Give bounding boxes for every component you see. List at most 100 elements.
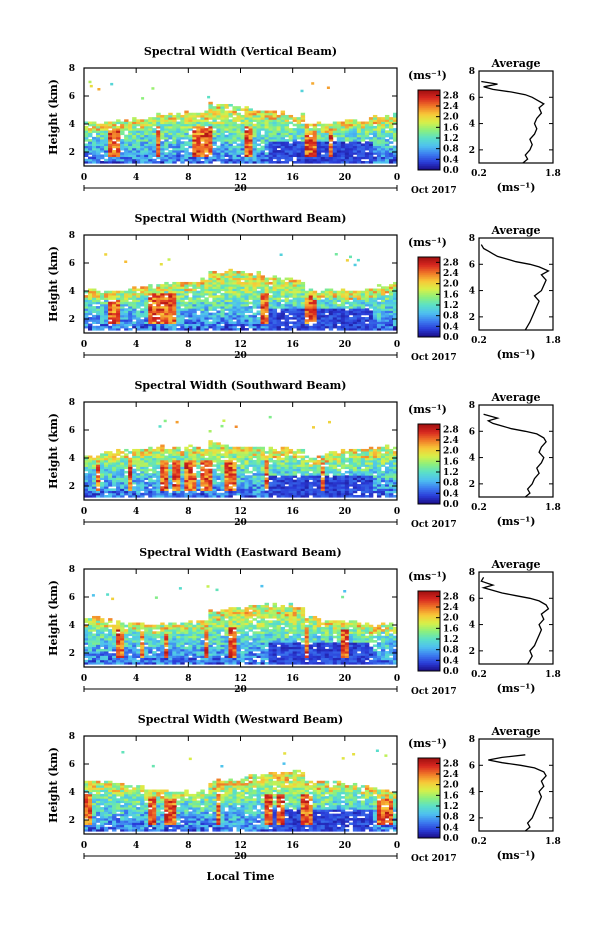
heatmap-cell <box>244 453 249 456</box>
heatmap-cell <box>152 453 157 456</box>
heatmap-cell <box>84 455 89 459</box>
heatmap-cell <box>104 299 109 303</box>
heatmap-cell <box>232 321 237 325</box>
heatmap-cell <box>196 125 201 129</box>
heatmap-cell <box>252 132 257 136</box>
heatmap-cell <box>232 147 237 151</box>
heatmap-cell <box>208 273 213 276</box>
heatmap-cell <box>224 145 229 149</box>
heatmap-cell <box>304 312 310 316</box>
heatmap-cell <box>256 462 261 465</box>
heatmap-cell <box>248 488 253 492</box>
heatmap-cell <box>292 310 298 314</box>
heatmap-cell <box>88 479 93 483</box>
heatmap-cell <box>268 492 273 496</box>
heatmap-cell <box>188 492 193 496</box>
heatmap-cell <box>384 323 390 327</box>
heatmap-cell <box>320 130 326 133</box>
heatmap-cell <box>256 451 261 454</box>
heatmap-cell <box>372 468 378 472</box>
heatmap-cell <box>272 308 278 311</box>
heatmap-cell <box>328 479 334 483</box>
heatmap-cell <box>380 490 386 494</box>
heatmap-cell <box>120 323 125 327</box>
heatmap-cell <box>132 325 137 329</box>
heatmap-cell <box>360 481 366 485</box>
heatmap-cell <box>324 303 330 307</box>
heatmap-cell <box>348 475 354 478</box>
heatmap-cell <box>308 150 314 153</box>
heatmap-cell <box>108 130 113 133</box>
heatmap-cell <box>384 299 390 303</box>
heatmap-cell <box>212 451 217 454</box>
heatmap-cell <box>196 136 201 140</box>
heatmap-cell <box>84 475 89 478</box>
heatmap-cell <box>332 481 338 485</box>
heatmap-cell <box>304 152 310 155</box>
heatmap-cell <box>196 455 201 459</box>
heatmap-cell <box>120 464 125 467</box>
heatmap-cell <box>88 139 93 142</box>
heatmap-cell <box>244 488 249 492</box>
heatmap-cell <box>284 479 290 483</box>
heatmap-cell <box>180 119 185 122</box>
heatmap-cell <box>180 161 185 164</box>
heatmap-cell <box>240 152 245 155</box>
heatmap-cell <box>208 270 213 274</box>
heatmap-cell <box>222 419 226 422</box>
heatmap-cell <box>280 328 286 331</box>
heatmap-cell <box>320 323 326 327</box>
heatmap-cell <box>200 292 205 296</box>
heatmap-cell <box>236 279 241 283</box>
heatmap-cell <box>212 143 217 147</box>
heatmap-cell <box>180 328 185 331</box>
heatmap-cell <box>296 299 302 303</box>
heatmap-cell <box>212 281 217 285</box>
heatmap-cell <box>248 288 253 292</box>
heatmap-cell <box>356 301 362 305</box>
heatmap-cell <box>216 136 221 140</box>
heatmap-cell <box>84 486 89 489</box>
heatmap-cell <box>116 119 121 122</box>
heatmap-cell <box>140 470 145 474</box>
heatmap-cell <box>356 158 362 162</box>
heatmap-cell <box>168 453 173 456</box>
heatmap-cell <box>332 323 338 327</box>
heatmap-cell <box>144 459 149 463</box>
heatmap-cell <box>216 279 221 283</box>
heatmap-cell <box>156 121 161 125</box>
heatmap-cell <box>84 473 89 476</box>
heatmap-cell <box>344 481 350 485</box>
heatmap-cell <box>296 158 302 162</box>
heatmap-cell <box>136 295 141 298</box>
heatmap-cell <box>328 462 334 465</box>
heatmap-cell <box>236 459 241 463</box>
heatmap-cell <box>84 459 89 463</box>
heatmap-cell <box>392 288 398 292</box>
heatmap-cell <box>184 446 189 450</box>
heatmap-cell <box>312 479 318 483</box>
heatmap-cell <box>228 110 233 114</box>
heatmap-cell <box>228 136 233 140</box>
heatmap-cell <box>184 119 189 122</box>
heatmap-cell <box>164 136 169 140</box>
heatmap-cell <box>344 123 350 127</box>
heatmap-cell <box>312 158 318 162</box>
heatmap-cell <box>272 134 278 138</box>
heatmap-cell <box>336 292 342 296</box>
heatmap-cell <box>240 453 245 456</box>
heatmap-cell <box>268 112 273 116</box>
heatmap-cell <box>284 470 290 474</box>
heatmap-cell <box>312 297 318 300</box>
heatmap-cell <box>184 123 189 127</box>
heatmap-cell <box>368 459 374 463</box>
heatmap-cell <box>384 455 390 459</box>
heatmap-cell <box>232 119 237 122</box>
heatmap-cell <box>128 297 133 300</box>
heatmap-cell <box>252 284 257 287</box>
heatmap-cell <box>264 145 269 149</box>
heatmap-cell <box>236 273 241 276</box>
heatmap-cell <box>304 321 310 325</box>
heatmap-cell <box>144 303 149 307</box>
heatmap-cell <box>144 156 149 160</box>
